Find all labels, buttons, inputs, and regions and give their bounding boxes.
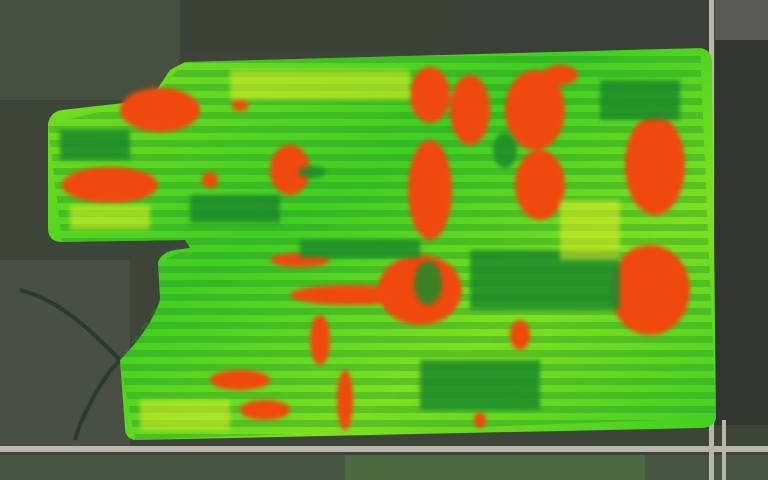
field-ndvi-overlay[interactable] (48, 48, 716, 440)
low-vigor-zones (62, 65, 690, 430)
road-horizontal (0, 446, 768, 452)
mid-vigor-zones (70, 70, 620, 430)
road-vertical-south (722, 420, 726, 480)
high-vigor-zones (60, 80, 680, 410)
